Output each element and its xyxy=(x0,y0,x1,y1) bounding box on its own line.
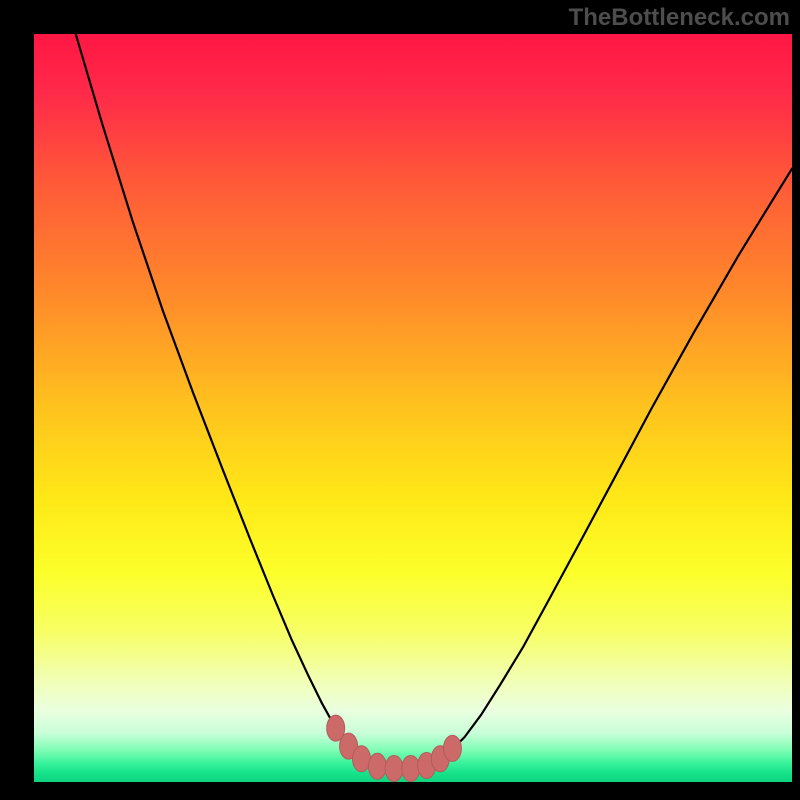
bottleneck-chart xyxy=(34,34,792,782)
curve-marker xyxy=(352,746,370,772)
curve-marker xyxy=(402,756,420,782)
frame-left xyxy=(0,0,34,800)
frame-right xyxy=(792,0,800,800)
bottleneck-curve xyxy=(76,34,792,769)
watermark-text: TheBottleneck.com xyxy=(569,4,790,32)
curve-marker xyxy=(385,756,403,782)
curve-marker xyxy=(443,735,461,761)
curve-marker xyxy=(368,753,386,779)
frame-bottom xyxy=(0,782,800,800)
chart-overlay xyxy=(34,34,792,782)
marker-group xyxy=(327,715,462,781)
